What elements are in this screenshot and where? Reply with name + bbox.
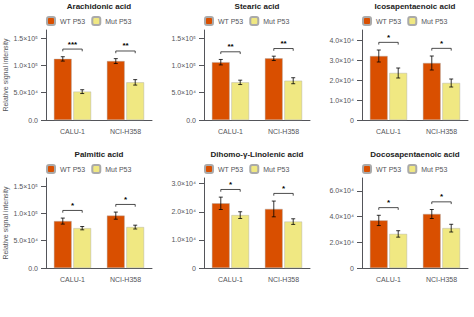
svg-text:1.0×10⁴: 1.0×10⁴ [329,97,354,104]
svg-text:WT P53: WT P53 [376,18,401,25]
svg-text:1.0×10⁴: 1.0×10⁴ [171,236,196,243]
svg-text:0.0: 0.0 [28,265,38,272]
svg-text:2.0×10⁴: 2.0×10⁴ [171,208,196,215]
svg-text:0.0: 0.0 [28,117,38,124]
svg-text:0: 0 [350,265,354,272]
svg-text:Mut P53: Mut P53 [421,18,447,25]
svg-text:Stearic acid: Stearic acid [235,2,280,11]
svg-text:Arachidonic acid: Arachidonic acid [67,2,132,11]
svg-text:0.0: 0.0 [186,117,196,124]
svg-text:CALU-1: CALU-1 [376,276,401,283]
svg-text:Palmitic acid: Palmitic acid [75,150,124,159]
svg-text:2.0×10⁴: 2.0×10⁴ [329,239,354,246]
svg-text:2.0×10⁴: 2.0×10⁴ [329,77,354,84]
svg-text:NCI-H358: NCI-H358 [268,128,299,135]
svg-text:4.0×10⁴: 4.0×10⁴ [329,37,354,44]
svg-text:*: * [124,195,128,204]
svg-text:CALU-1: CALU-1 [60,128,85,135]
svg-text:3.0×10⁴: 3.0×10⁴ [329,57,354,64]
svg-text:**: ** [122,41,129,50]
svg-text:Mut P53: Mut P53 [105,18,131,25]
svg-text:Icosapentaenoic acid: Icosapentaenoic acid [375,2,456,11]
svg-text:**: ** [227,42,234,51]
svg-text:*: * [229,180,233,189]
svg-text:1.0×10⁵: 1.0×10⁵ [13,210,38,217]
svg-text:Mut P53: Mut P53 [421,166,447,173]
svg-text:WT P53: WT P53 [376,166,401,173]
svg-text:CALU-1: CALU-1 [60,276,85,283]
svg-text:NCI-H358: NCI-H358 [110,128,141,135]
svg-text:WT P53: WT P53 [60,166,85,173]
svg-text:Docosapentaenoic acid: Docosapentaenoic acid [370,150,459,159]
svg-text:Relative signal intensity: Relative signal intensity [2,186,10,260]
svg-text:6.0×10⁴: 6.0×10⁴ [329,187,354,194]
svg-text:WT P53: WT P53 [218,18,243,25]
svg-text:1.5×10⁵: 1.5×10⁵ [13,35,38,42]
svg-text:0: 0 [350,117,354,124]
svg-text:***: *** [68,40,78,49]
svg-text:0: 0 [192,265,196,272]
svg-text:1.0×10⁵: 1.0×10⁵ [13,62,38,69]
svg-text:NCI-H358: NCI-H358 [426,276,457,283]
svg-text:**: ** [280,39,287,48]
svg-text:*: * [387,33,391,42]
svg-text:5.0×10⁴: 5.0×10⁴ [13,237,38,244]
svg-text:Mut P53: Mut P53 [263,18,289,25]
svg-text:Mut P53: Mut P53 [105,166,131,173]
svg-text:NCI-H358: NCI-H358 [110,276,141,283]
svg-text:CALU-1: CALU-1 [218,276,243,283]
svg-text:NCI-H358: NCI-H358 [268,276,299,283]
svg-text:*: * [282,184,286,193]
svg-text:1.5×10⁵: 1.5×10⁵ [13,183,38,190]
svg-text:*: * [71,201,75,210]
svg-text:CALU-1: CALU-1 [218,128,243,135]
svg-text:5.0×10⁴: 5.0×10⁴ [171,89,196,96]
svg-text:5.0×10⁴: 5.0×10⁴ [13,89,38,96]
svg-text:3.0×10⁴: 3.0×10⁴ [171,180,196,187]
svg-text:CALU-1: CALU-1 [376,128,401,135]
svg-text:1.0×10⁵: 1.0×10⁵ [171,62,196,69]
svg-text:NCI-H358: NCI-H358 [426,128,457,135]
svg-text:WT P53: WT P53 [60,18,85,25]
svg-text:Dihomo-γ-Linolenic acid: Dihomo-γ-Linolenic acid [211,150,304,159]
svg-text:*: * [387,198,391,207]
svg-text:Mut P53: Mut P53 [263,166,289,173]
svg-text:*: * [440,192,444,201]
svg-text:1.5×10⁵: 1.5×10⁵ [171,35,196,42]
svg-text:*: * [440,39,444,48]
svg-text:WT P53: WT P53 [218,166,243,173]
svg-text:4.0×10⁴: 4.0×10⁴ [329,213,354,220]
svg-text:Relative signal intensity: Relative signal intensity [2,38,10,112]
